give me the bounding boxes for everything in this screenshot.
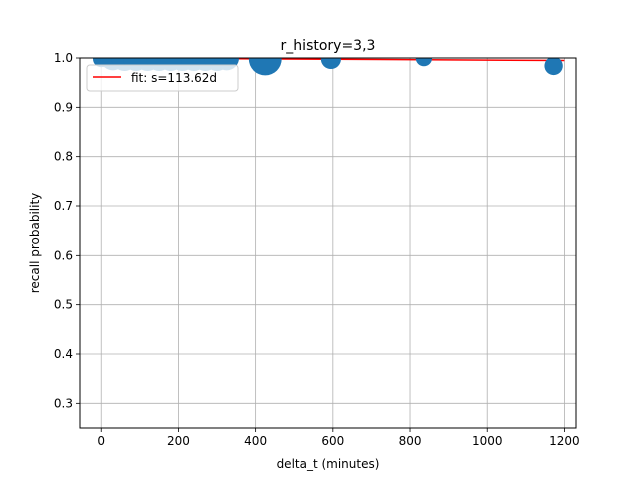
x-tick-label: 200 — [167, 434, 190, 448]
y-tick-label: 0.3 — [54, 396, 73, 410]
scatter-point — [415, 58, 433, 67]
x-tick-label: 400 — [244, 434, 267, 448]
scatter-point — [544, 58, 563, 76]
plot-frame — [79, 57, 577, 429]
grid — [80, 57, 576, 428]
x-axis-label: delta_t (minutes) — [277, 457, 380, 471]
x-tick-label: 1200 — [549, 434, 580, 448]
legend: fit: s=113.62d — [86, 64, 239, 92]
x-tick-label: 0 — [97, 434, 105, 448]
legend-fit-label: fit: s=113.62d — [131, 71, 217, 85]
x-tick-label: 600 — [321, 434, 344, 448]
chart-title: r_history=3,3 — [281, 38, 376, 54]
y-tick-label: 0.4 — [54, 347, 73, 361]
y-tick-label: 0.6 — [54, 248, 73, 262]
legend-box — [86, 64, 239, 92]
y-tick-label: 0.7 — [54, 199, 73, 213]
y-tick-label: 0.9 — [54, 100, 73, 114]
y-tick-label: 0.5 — [54, 298, 73, 312]
x-tick-label: 1000 — [472, 434, 503, 448]
y-tick-label: 1.0 — [54, 51, 73, 65]
scatter-point — [320, 58, 341, 70]
y-tick-label: 0.8 — [54, 150, 73, 164]
x-tick-label: 800 — [399, 434, 422, 448]
y-axis-label: recall probability — [28, 193, 42, 294]
scatter-point — [248, 58, 282, 76]
axis-ticks: 0 200 400 600 800 1000 1200 0.3 0.4 0.5 0.6 0.7 0.8 0… — [54, 51, 580, 448]
